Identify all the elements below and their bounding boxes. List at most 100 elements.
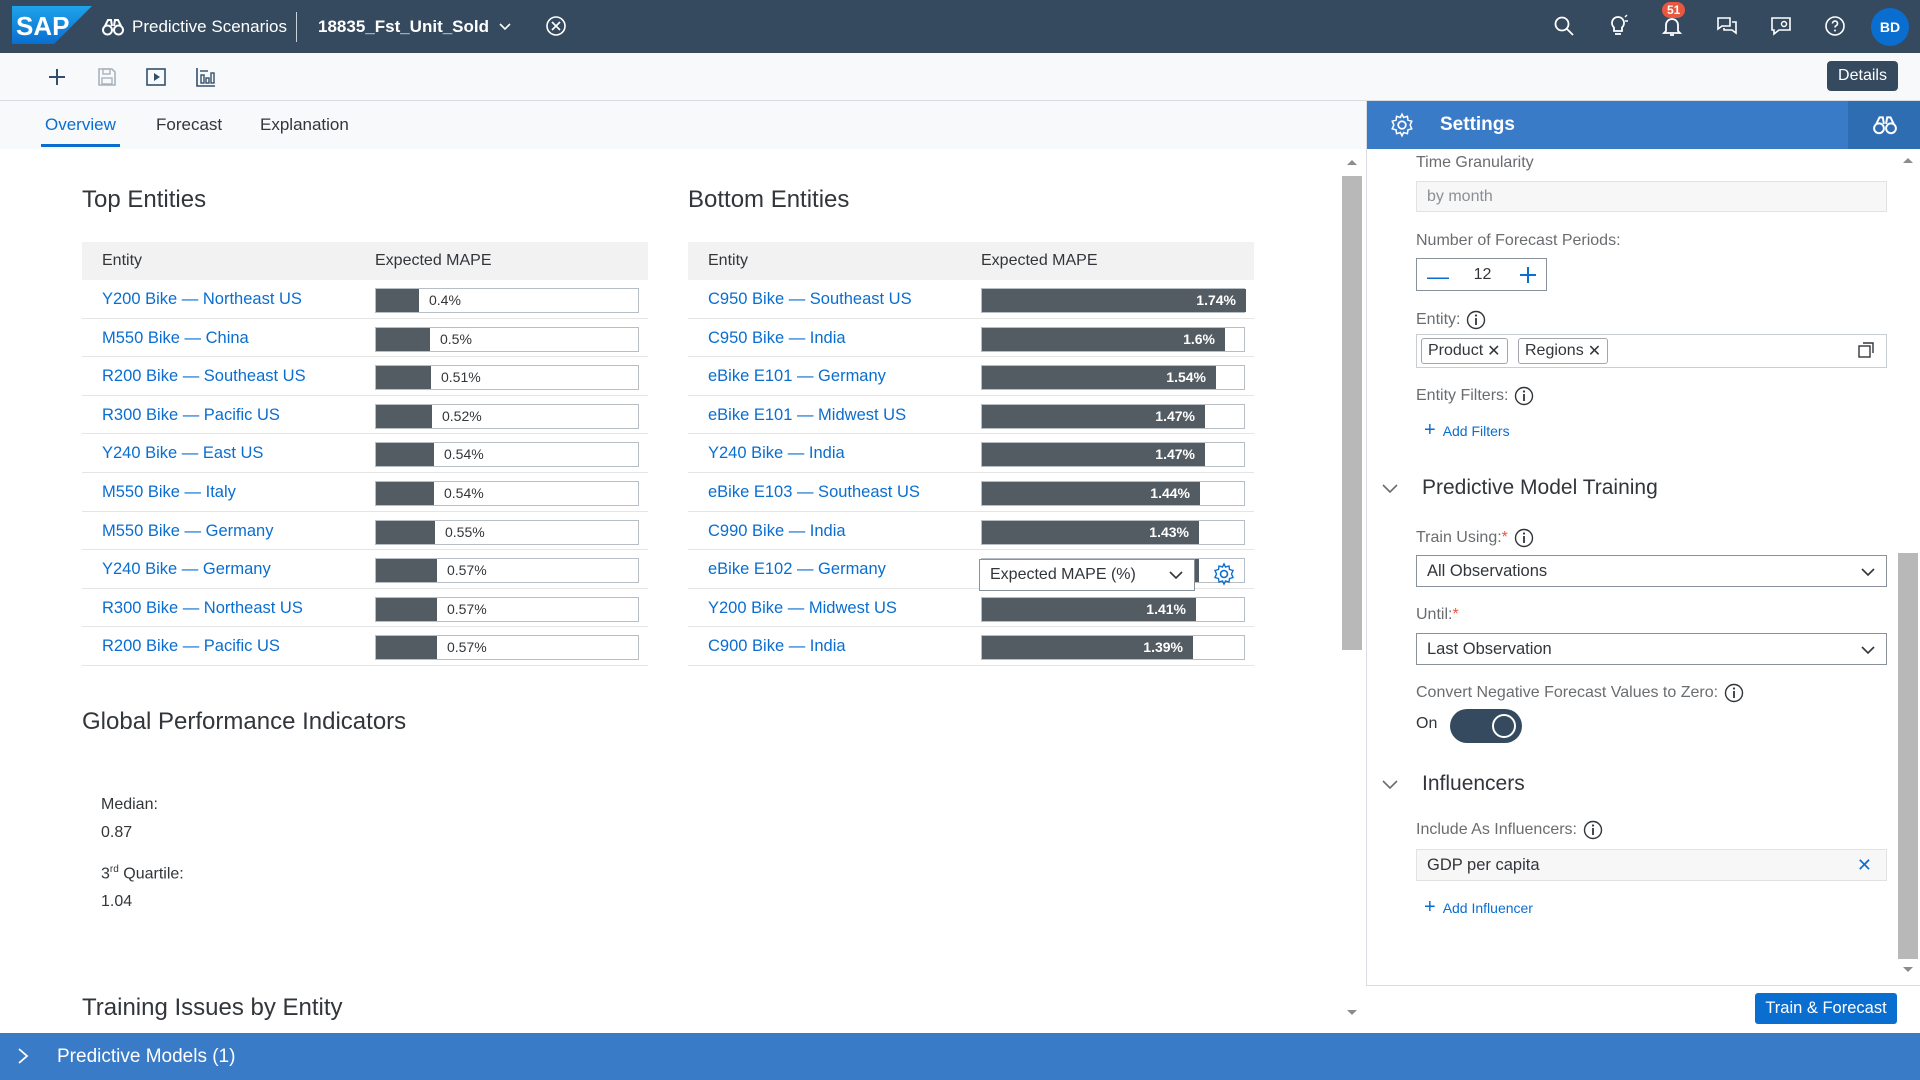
toggle-knob — [1492, 714, 1516, 738]
bell-icon[interactable] — [1660, 14, 1684, 38]
decrement-button[interactable]: — — [1427, 264, 1449, 289]
value-help-icon[interactable] — [1857, 341, 1875, 359]
remove-influencer-icon[interactable]: ✕ — [1856, 855, 1872, 875]
panel-scroll-down-icon[interactable] — [1901, 965, 1915, 975]
token-label: Product — [1428, 342, 1484, 359]
quartile-label-rest: Quartile: — [118, 865, 184, 883]
mape-bar-fill — [982, 327, 1225, 351]
add-influencer-label: Add Influencer — [1442, 899, 1533, 916]
convert-negative-label: Convert Negative Forecast Values to Zero… — [1416, 684, 1719, 701]
mape-bar-fill — [982, 443, 1205, 467]
entity-link[interactable]: C900 Bike — India — [708, 637, 846, 656]
panel-scrollbar-thumb[interactable] — [1898, 553, 1918, 959]
search-icon[interactable] — [1552, 14, 1576, 38]
tab-forecast[interactable]: Forecast — [156, 115, 223, 134]
entity-link[interactable]: R300 Bike — Northeast US — [102, 598, 303, 617]
lightbulb-icon[interactable] — [1606, 14, 1630, 38]
entity-link[interactable]: Y240 Bike — Germany — [102, 560, 271, 579]
model-debrief-icon[interactable] — [194, 65, 218, 89]
influencer-item: GDP per capita ✕ — [1416, 849, 1887, 881]
entity-link[interactable]: eBike E101 — Midwest US — [708, 405, 907, 424]
predictive-models-bar[interactable]: Predictive Models (1) — [0, 1033, 1920, 1080]
forecast-periods-value[interactable]: 12 — [1473, 266, 1492, 283]
main-scrollbar-thumb[interactable] — [1342, 176, 1362, 650]
details-button[interactable]: Details — [1827, 61, 1898, 91]
mape-bar-fill — [982, 481, 1200, 505]
entity-link[interactable]: eBike E103 — Southeast US — [708, 482, 920, 501]
chevron-down-icon — [499, 22, 511, 30]
table-row: M550 Bike — Germany 0.55% — [82, 512, 648, 551]
entity-link[interactable]: Y240 Bike — India — [708, 444, 845, 463]
panel-scroll-up-icon[interactable] — [1901, 155, 1915, 165]
entity-link[interactable]: M550 Bike — Germany — [102, 521, 274, 540]
entity-link[interactable]: Y200 Bike — Northeast US — [102, 290, 302, 308]
tab-explanation[interactable]: Explanation — [260, 115, 349, 134]
entity-token-regions[interactable]: Regions ✕ — [1518, 338, 1609, 364]
mape-value-label: 1.47% — [1155, 407, 1195, 424]
entity-link[interactable]: C950 Bike — Southeast US — [708, 290, 912, 308]
column-header-mape: Expected MAPE — [375, 252, 492, 269]
train-using-select[interactable]: All Observations — [1416, 555, 1887, 587]
forecast-periods-label: Number of Forecast Periods: — [1416, 232, 1621, 249]
entity-link[interactable]: R200 Bike — Pacific US — [102, 637, 280, 656]
entity-link[interactable]: R200 Bike — Southeast US — [102, 367, 306, 386]
entity-link[interactable]: C990 Bike — India — [708, 521, 846, 540]
gpi-title: Global Performance Indicators — [82, 708, 407, 735]
mape-bar: 1.43% — [981, 519, 1245, 545]
explore-button[interactable] — [1848, 101, 1920, 149]
entity-link[interactable]: M550 Bike — China — [102, 328, 249, 347]
info-icon[interactable] — [1724, 683, 1744, 703]
feedback-icon[interactable] — [1769, 14, 1793, 38]
info-icon[interactable] — [1466, 310, 1486, 330]
plus-icon: + — [1424, 419, 1436, 441]
required-marker: * — [1501, 529, 1508, 546]
quartile-value: 1.04 — [101, 893, 133, 910]
table-row: M550 Bike — Italy 0.54% — [82, 473, 648, 512]
scroll-down-icon[interactable] — [1345, 1008, 1359, 1018]
entity-token-product[interactable]: Product ✕ — [1421, 338, 1508, 364]
kpi-metric-select[interactable]: Expected MAPE (%) — [979, 559, 1195, 591]
help-icon[interactable] — [1823, 14, 1847, 38]
entity-link[interactable]: Y240 Bike — East US — [102, 444, 264, 463]
table-header: Entity Expected MAPE — [82, 242, 648, 280]
mape-bar-fill — [376, 597, 437, 621]
increment-button[interactable] — [1518, 265, 1538, 285]
add-icon[interactable] — [45, 65, 69, 89]
column-header-entity: Entity — [102, 252, 143, 269]
influencers-group-header[interactable]: Influencers — [1380, 772, 1525, 796]
entity-link[interactable]: M550 Bike — Italy — [102, 482, 236, 501]
pmt-group-header[interactable]: Predictive Model Training — [1380, 476, 1658, 500]
add-filters-label: Add Filters — [1442, 422, 1510, 439]
gear-icon[interactable] — [1212, 562, 1236, 586]
info-icon[interactable] — [1583, 820, 1603, 840]
chevron-down-icon — [1169, 571, 1183, 580]
top-entities-rows: Y200 Bike — Northeast US 0.4% M550 Bike — … — [82, 280, 648, 666]
user-avatar[interactable]: BD — [1871, 8, 1909, 46]
scroll-up-icon[interactable] — [1345, 157, 1359, 167]
entity-link[interactable]: eBike E101 — Germany — [708, 367, 886, 386]
document-title-menu[interactable]: 18835_Fst_Unit_Sold — [318, 0, 511, 53]
mape-bar: 0.51% — [375, 365, 639, 391]
tab-overview[interactable]: Overview — [41, 101, 120, 149]
convert-negative-toggle[interactable] — [1450, 709, 1522, 743]
entity-link[interactable]: R300 Bike — Pacific US — [102, 405, 280, 424]
close-document-icon[interactable] — [545, 15, 567, 37]
info-icon[interactable] — [1514, 386, 1534, 406]
remove-token-icon[interactable]: ✕ — [1587, 343, 1602, 360]
until-label: Until: — [1416, 606, 1453, 623]
entity-link[interactable]: Y200 Bike — Midwest US — [708, 598, 897, 617]
train-forecast-button[interactable]: Train & Forecast — [1755, 993, 1897, 1024]
sap-logo[interactable]: SAP — [12, 6, 92, 44]
add-influencer-link[interactable]: + Add Influencer — [1424, 896, 1533, 919]
mape-bar-fill — [982, 289, 1246, 312]
table-row: Y200 Bike — Northeast US 0.4% — [82, 280, 648, 319]
entity-link[interactable]: C950 Bike — India — [708, 328, 846, 347]
save-icon[interactable] — [95, 65, 119, 89]
entity-link[interactable]: eBike E102 — Germany — [708, 560, 886, 579]
play-icon[interactable] — [144, 65, 168, 89]
discussion-icon[interactable] — [1715, 14, 1739, 38]
info-icon[interactable] — [1514, 528, 1534, 548]
remove-token-icon[interactable]: ✕ — [1487, 343, 1501, 360]
until-select[interactable]: Last Observation — [1416, 633, 1887, 665]
add-filters-link[interactable]: + Add Filters — [1424, 419, 1510, 442]
